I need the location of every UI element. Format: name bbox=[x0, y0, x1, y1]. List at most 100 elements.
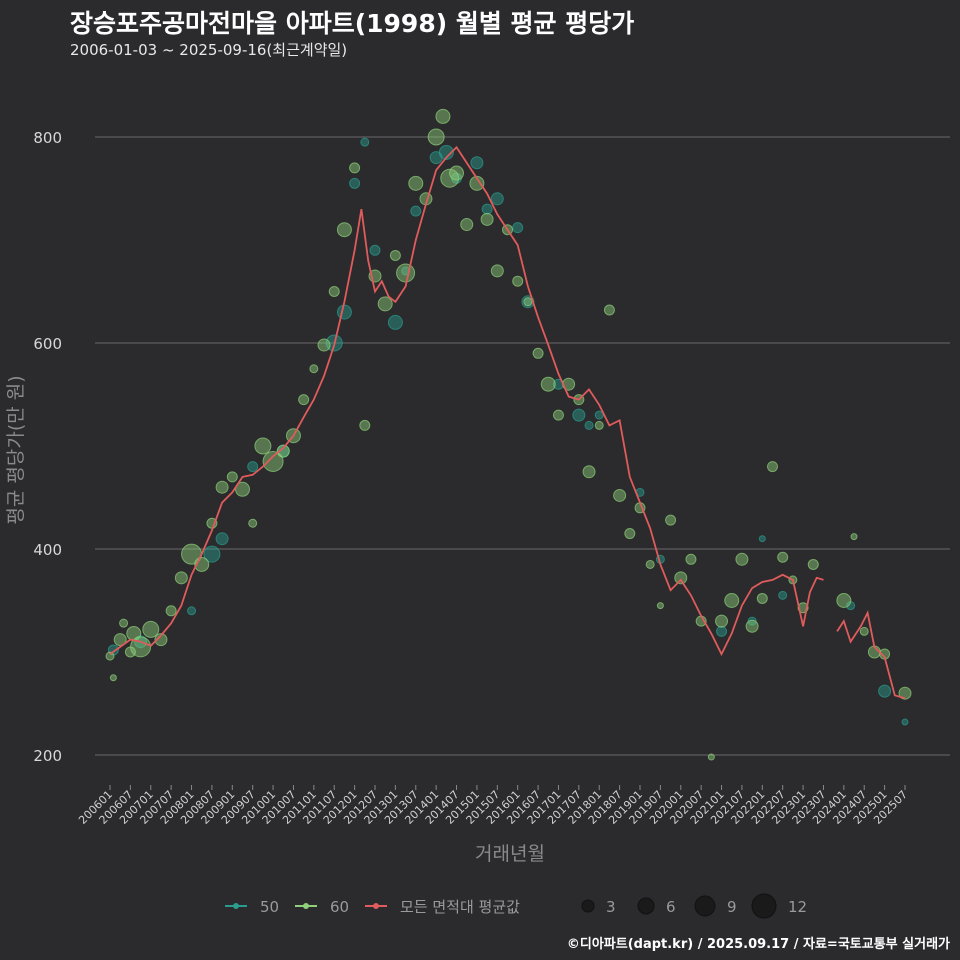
legend: 50 60 모든 면적대 평균값 3 6 9 12 bbox=[225, 893, 807, 919]
point-60-19 bbox=[262, 450, 284, 472]
point-60-18 bbox=[254, 437, 272, 455]
legend-size-circle-6 bbox=[637, 897, 655, 915]
point-50-20 bbox=[490, 192, 504, 206]
legend-size-circle-3 bbox=[581, 899, 595, 913]
point-50-31 bbox=[758, 535, 766, 543]
point-60-61 bbox=[685, 553, 697, 565]
point-60-51 bbox=[582, 465, 596, 479]
legend-size-label-12: 12 bbox=[788, 898, 807, 916]
footer-credit: ©디아파트(dapt.kr) / 2025.09.17 / 자료=국토교통부 실… bbox=[566, 937, 950, 952]
point-60-23 bbox=[309, 364, 319, 374]
point-60-26 bbox=[336, 222, 352, 238]
point-60-48 bbox=[552, 409, 564, 421]
point-60-75 bbox=[850, 533, 858, 541]
point-60-76 bbox=[859, 626, 869, 636]
point-60-69 bbox=[767, 461, 778, 473]
point-60-15 bbox=[226, 471, 238, 483]
x-tick-labels: 2006012006072007012007072008012008072009… bbox=[76, 785, 910, 827]
point-50-26 bbox=[594, 410, 604, 420]
point-50-10 bbox=[360, 137, 370, 147]
y-axis-label: 평균 평당가(만 원) bbox=[5, 375, 27, 524]
point-60-36 bbox=[435, 108, 451, 124]
point-60-44 bbox=[512, 275, 524, 287]
point-60-66 bbox=[735, 552, 749, 566]
point-60-68 bbox=[756, 592, 768, 604]
point-60-47 bbox=[540, 376, 556, 392]
point-60-70 bbox=[777, 551, 789, 563]
y-tick-600: 600 bbox=[33, 335, 62, 353]
point-50-5 bbox=[247, 461, 259, 473]
point-60-17 bbox=[248, 518, 258, 528]
point-60-45 bbox=[523, 297, 533, 307]
point-60-74 bbox=[836, 593, 852, 608]
point-60-67 bbox=[745, 619, 759, 633]
average-line bbox=[109, 145, 906, 700]
point-60-54 bbox=[613, 488, 627, 502]
point-50-11 bbox=[369, 244, 381, 256]
point-60-7 bbox=[142, 620, 160, 638]
point-60-10 bbox=[174, 571, 188, 585]
point-50-14 bbox=[410, 205, 422, 217]
point-50-30 bbox=[747, 616, 757, 626]
chart-title: 장승포주공마전마을 아파트(1998) 월별 평균 평당가 bbox=[70, 9, 635, 38]
point-50-9 bbox=[349, 177, 361, 189]
point-60-8 bbox=[154, 633, 168, 647]
point-50-35 bbox=[901, 718, 909, 726]
point-60-40 bbox=[469, 175, 485, 191]
grid-lines bbox=[95, 136, 950, 756]
point-60-30 bbox=[377, 296, 393, 312]
point-60-59 bbox=[665, 514, 677, 526]
point-50-4 bbox=[215, 532, 229, 546]
legend-size-circle-9 bbox=[694, 895, 716, 917]
point-50-29 bbox=[716, 625, 728, 637]
point-50-25 bbox=[584, 420, 594, 430]
point-60-73 bbox=[807, 558, 819, 570]
legend-dot-2 bbox=[373, 903, 379, 909]
point-60-38 bbox=[449, 165, 465, 181]
point-60-3 bbox=[119, 618, 129, 628]
point-60-1 bbox=[109, 674, 117, 682]
point-60-24 bbox=[317, 338, 331, 352]
point-50-12 bbox=[387, 314, 403, 330]
point-60-52 bbox=[594, 420, 604, 430]
point-60-63 bbox=[707, 753, 715, 761]
point-50-32 bbox=[778, 590, 788, 600]
avg-line-segment-0 bbox=[109, 145, 824, 657]
point-60-46 bbox=[532, 347, 544, 359]
legend-dot-0 bbox=[233, 903, 239, 909]
legend-label-2: 모든 면적대 평균값 bbox=[400, 898, 520, 916]
point-50-34 bbox=[878, 684, 892, 698]
data-points bbox=[105, 108, 912, 761]
point-60-60 bbox=[674, 571, 688, 585]
point-60-14 bbox=[215, 480, 229, 494]
y-tick-labels: 200 400 600 800 bbox=[33, 129, 62, 765]
point-60-35 bbox=[427, 128, 445, 146]
point-50-24 bbox=[572, 408, 586, 422]
legend-size-label-9: 9 bbox=[727, 898, 737, 916]
point-60-33 bbox=[408, 175, 424, 191]
point-60-20 bbox=[276, 444, 290, 458]
point-60-53 bbox=[603, 304, 615, 316]
point-50-8 bbox=[336, 304, 352, 320]
y-tick-800: 800 bbox=[33, 129, 62, 147]
point-50-18 bbox=[470, 156, 484, 170]
point-60-65 bbox=[724, 593, 740, 608]
point-60-55 bbox=[624, 528, 636, 540]
point-60-39 bbox=[460, 218, 474, 232]
point-60-31 bbox=[389, 249, 401, 261]
chart-subtitle: 2006-01-03 ~ 2025-09-16(최근계약일) bbox=[70, 41, 348, 59]
legend-size-label-6: 6 bbox=[666, 898, 676, 916]
legend-label-1: 60 bbox=[330, 898, 349, 916]
point-60-41 bbox=[480, 212, 494, 226]
point-60-79 bbox=[898, 686, 912, 700]
point-60-42 bbox=[490, 264, 504, 278]
point-60-9 bbox=[165, 605, 177, 617]
point-60-22 bbox=[298, 394, 310, 406]
y-tick-400: 400 bbox=[33, 541, 62, 559]
point-60-6 bbox=[130, 636, 152, 658]
legend-size-label-3: 3 bbox=[606, 898, 616, 916]
legend-size-circle-12 bbox=[751, 893, 777, 919]
x-axis-label: 거래년월 bbox=[475, 843, 545, 865]
point-50-21 bbox=[512, 222, 524, 234]
legend-dot-1 bbox=[303, 903, 309, 909]
